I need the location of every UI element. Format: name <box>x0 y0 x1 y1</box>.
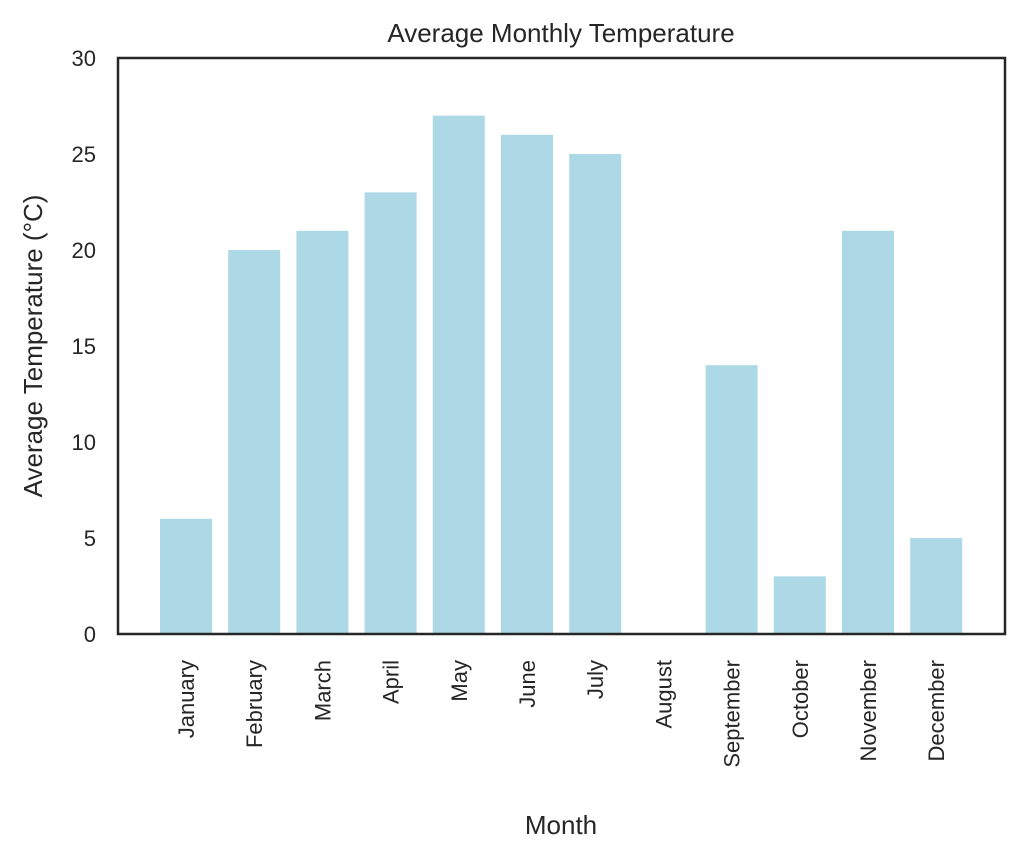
y-ticks: 0 5 10 15 20 25 30 <box>72 46 96 647</box>
y-tick-label: 20 <box>72 238 96 263</box>
bar-july <box>569 154 622 634</box>
bar-september <box>705 365 758 634</box>
bar-february <box>228 250 281 634</box>
plot-frame <box>116 56 1007 636</box>
bar-march <box>296 230 349 635</box>
y-tick-label: 5 <box>84 526 96 551</box>
bar-june <box>501 134 553 635</box>
bar-january <box>160 518 212 634</box>
bar-april <box>364 192 417 634</box>
x-tick-label: March <box>310 660 335 721</box>
x-tick-label: January <box>174 660 199 738</box>
y-tick-label: 25 <box>72 142 96 167</box>
bar-may <box>432 115 485 635</box>
x-tick-label: July <box>583 660 608 699</box>
y-axis-label: Average Temperature (°C) <box>18 195 48 498</box>
x-tick-label: April <box>379 660 404 704</box>
bar-november <box>842 230 894 635</box>
x-tick-label: September <box>720 660 745 768</box>
bars-group <box>160 115 963 635</box>
x-axis-label: Month <box>525 810 597 840</box>
x-tick-label: May <box>447 660 472 702</box>
y-tick-label: 10 <box>72 430 96 455</box>
bar-december <box>910 538 963 634</box>
x-tick-label: October <box>788 660 813 738</box>
x-tick-label: February <box>242 660 267 748</box>
x-ticks: January February March April May June July Augu… <box>174 660 949 768</box>
y-tick-label: 0 <box>84 622 96 647</box>
x-tick-label: November <box>856 660 881 761</box>
x-tick-label: August <box>651 660 676 729</box>
x-tick-label: December <box>924 660 949 761</box>
chart-title: Average Monthly Temperature <box>387 18 734 48</box>
y-tick-label: 30 <box>72 46 96 71</box>
y-tick-label: 15 <box>72 334 96 359</box>
bar-october <box>773 576 826 634</box>
x-tick-label: June <box>515 660 540 708</box>
